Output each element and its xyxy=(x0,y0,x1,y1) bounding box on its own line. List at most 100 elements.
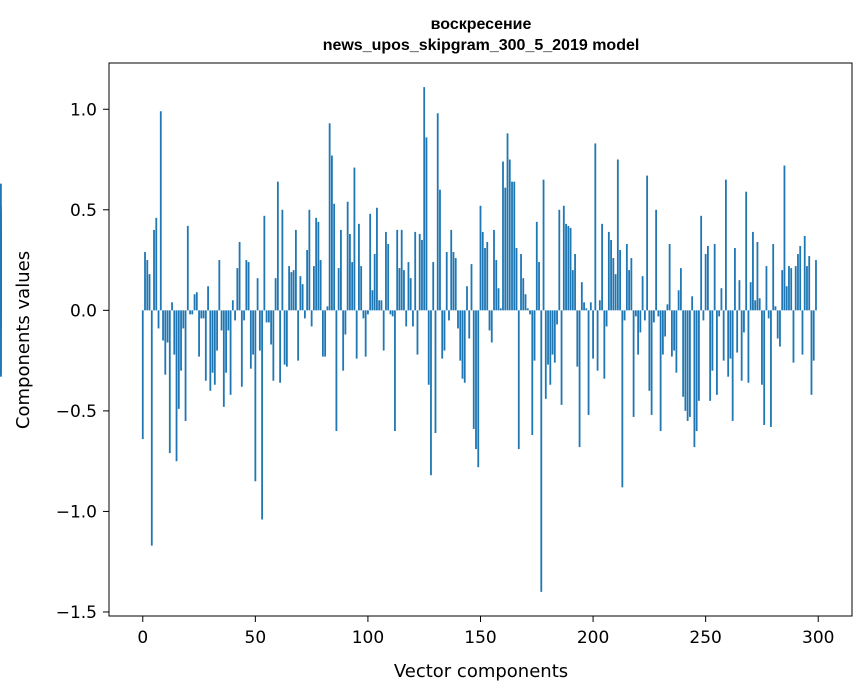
bar xyxy=(243,310,245,321)
bar xyxy=(531,310,534,436)
bar xyxy=(240,310,243,387)
bar xyxy=(204,310,207,381)
bar xyxy=(412,310,414,327)
bar xyxy=(801,310,804,355)
bar xyxy=(364,310,367,357)
bar xyxy=(191,310,194,315)
bar xyxy=(709,310,712,401)
bar xyxy=(551,310,554,355)
bar xyxy=(736,310,739,353)
bar xyxy=(418,233,421,311)
bar xyxy=(535,221,538,311)
bar xyxy=(238,241,241,311)
bar xyxy=(655,209,658,311)
y-tick-label: −0.5 xyxy=(56,402,97,422)
bar xyxy=(619,250,621,311)
x-tick-label: 150 xyxy=(464,628,496,648)
bar xyxy=(616,159,619,311)
bar xyxy=(249,310,252,369)
bar xyxy=(439,189,441,311)
bar xyxy=(808,256,811,311)
bar xyxy=(0,288,2,311)
bar xyxy=(812,310,815,361)
bar xyxy=(794,266,797,311)
bar xyxy=(774,306,777,311)
bar xyxy=(704,254,707,311)
bar xyxy=(324,310,327,357)
bar xyxy=(560,310,563,405)
bar xyxy=(209,310,212,391)
bar xyxy=(290,272,293,311)
bar xyxy=(589,302,592,311)
bar xyxy=(718,310,721,317)
bar xyxy=(763,310,766,425)
bar xyxy=(553,310,556,363)
chart-title-line2: news_upos_skipgram_300_5_2019 model xyxy=(323,37,640,54)
bar xyxy=(628,270,630,311)
bar xyxy=(220,310,223,331)
bar xyxy=(340,229,342,311)
bar xyxy=(331,155,333,311)
bar xyxy=(650,310,653,415)
bar xyxy=(488,310,491,331)
bar xyxy=(186,225,189,311)
bar xyxy=(679,268,682,311)
bar xyxy=(441,310,444,359)
bar xyxy=(740,310,743,381)
bar xyxy=(358,223,360,311)
bar xyxy=(675,310,678,373)
bar xyxy=(749,282,752,311)
bar xyxy=(716,310,718,395)
bar xyxy=(162,310,164,341)
bar xyxy=(423,87,426,311)
bar xyxy=(213,310,216,385)
bar xyxy=(605,310,608,327)
bar xyxy=(371,290,374,311)
bar xyxy=(0,310,2,325)
bar xyxy=(222,310,225,407)
bar xyxy=(376,207,378,311)
bar xyxy=(490,310,493,343)
x-tick-label: 250 xyxy=(689,628,721,648)
bar xyxy=(367,310,369,315)
bar xyxy=(761,310,763,385)
bar xyxy=(695,310,698,431)
bar xyxy=(306,250,309,311)
bar xyxy=(182,310,185,329)
bar xyxy=(538,262,540,311)
bar xyxy=(398,268,401,311)
y-tick-label: 1.0 xyxy=(70,100,97,120)
bar xyxy=(254,310,257,482)
bar xyxy=(258,310,261,351)
bar xyxy=(301,284,304,311)
bar xyxy=(454,258,457,311)
bar xyxy=(385,231,387,311)
bar xyxy=(725,179,727,311)
bar xyxy=(472,310,475,429)
y-axis-ticks: 1.0 0.5 0.0 −0.5 −1.0 −1.5 xyxy=(56,100,109,623)
bar xyxy=(463,310,466,383)
x-tick-label: 0 xyxy=(137,628,148,648)
bar xyxy=(218,260,221,311)
bar xyxy=(409,278,412,311)
bar xyxy=(189,310,191,315)
bar xyxy=(414,231,417,311)
bar xyxy=(731,310,734,421)
bar xyxy=(303,310,306,319)
bar xyxy=(698,310,700,401)
bar xyxy=(146,260,149,311)
bar xyxy=(634,310,637,317)
bar xyxy=(317,221,320,311)
bar xyxy=(652,310,655,323)
bar xyxy=(434,310,437,434)
bar xyxy=(598,300,601,311)
bar xyxy=(648,310,651,391)
bar xyxy=(405,310,408,327)
bar xyxy=(166,310,169,343)
bar xyxy=(621,310,624,488)
bar xyxy=(245,260,248,311)
bar xyxy=(544,310,547,399)
bar xyxy=(747,310,750,383)
bar xyxy=(416,310,419,355)
